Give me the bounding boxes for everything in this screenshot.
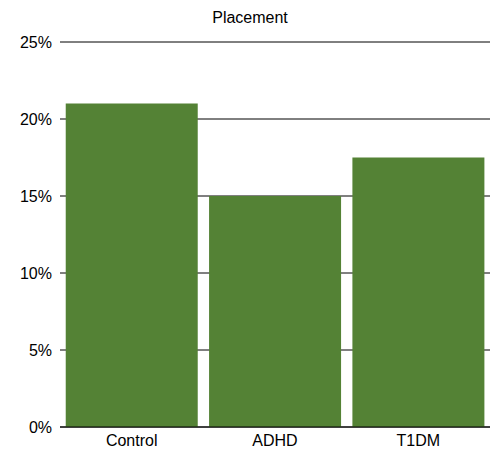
svg-text:T1DM: T1DM	[397, 432, 441, 449]
svg-text:25%: 25%	[20, 34, 52, 51]
svg-text:5%: 5%	[29, 342, 52, 359]
svg-text:0%: 0%	[29, 419, 52, 436]
svg-text:Control: Control	[106, 432, 158, 449]
svg-text:ADHD: ADHD	[252, 432, 297, 449]
svg-text:15%: 15%	[20, 188, 52, 205]
svg-text:10%: 10%	[20, 265, 52, 282]
svg-text:20%: 20%	[20, 111, 52, 128]
html-text:Placement: Placement	[212, 9, 288, 26]
